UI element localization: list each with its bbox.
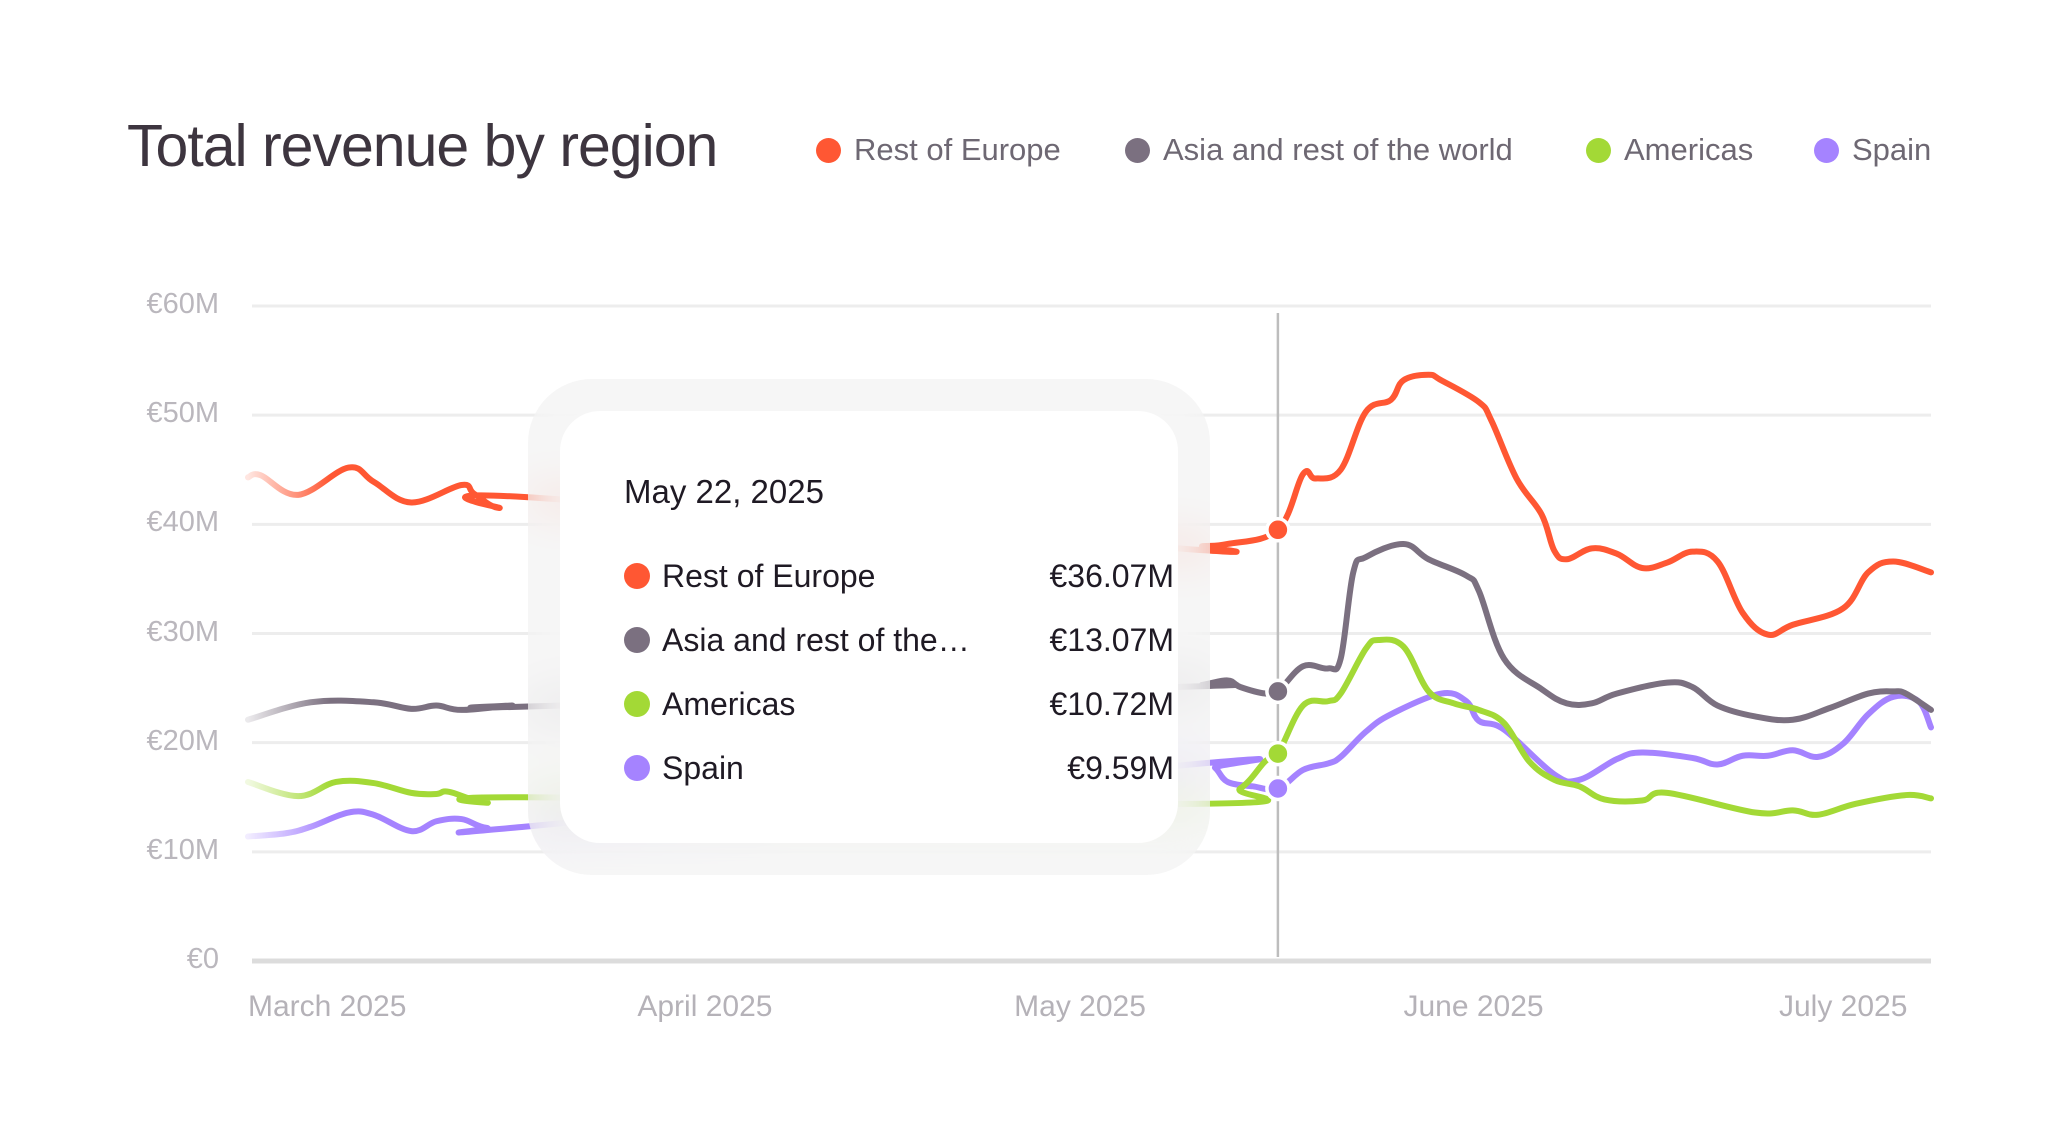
legend-dot-icon (1814, 137, 1839, 163)
chart-title: Total revenue by region (127, 113, 718, 179)
tooltip-row-spain: Spain €9.59M (624, 748, 1174, 788)
tooltip-row-asia: Asia and rest of the world €13.07M (624, 620, 1174, 660)
y-tick-label: €40M (146, 506, 219, 539)
series-line-rest-of-europe[interactable] (245, 371, 1934, 638)
y-tick-label: €30M (146, 615, 219, 648)
hover-point (1265, 740, 1291, 767)
hover-point (1265, 678, 1291, 705)
tooltip: May 22, 2025 Rest of Europe €36.07M Asia… (528, 379, 1210, 875)
tooltip-row-americas: Americas €10.72M (624, 684, 1174, 724)
legend-label: Spain (1852, 132, 1932, 167)
tooltip-row-value: €10.72M (1049, 685, 1174, 722)
legend-label: Rest of Europe (854, 132, 1061, 167)
legend-label: Americas (1624, 132, 1754, 167)
x-tick-label: June 2025 (1403, 990, 1544, 1023)
y-tick-label: €20M (146, 724, 219, 757)
tooltip-row-label: Spain (662, 749, 744, 786)
tooltip-row-label: Rest of Europe (662, 557, 876, 594)
tooltip-row-label: Asia and rest of the world (662, 621, 972, 658)
legend-label: Asia and rest of the world (1163, 132, 1513, 167)
legend-dot-icon (1125, 137, 1150, 163)
series-dot-icon (624, 563, 650, 589)
tooltip-row-label: Americas (662, 685, 796, 722)
hover-markers (1265, 517, 1291, 802)
y-tick-label: €50M (146, 397, 219, 430)
hover-point (1265, 775, 1291, 802)
series-lines (245, 371, 1934, 840)
legend-item-americas[interactable]: Americas (1586, 132, 1753, 168)
tooltip-row-value: €9.59M (1067, 749, 1174, 786)
x-tick-label: April 2025 (637, 990, 773, 1023)
y-tick-label: €60M (146, 288, 219, 320)
x-tick-label: May 2025 (1014, 990, 1146, 1023)
x-tick-label: March 2025 (248, 990, 407, 1023)
y-tick-label: €0 (186, 943, 219, 975)
tooltip-row-value: €36.07M (1049, 557, 1174, 594)
series-dot-icon (624, 691, 650, 717)
legend-item-spain[interactable]: Spain (1814, 132, 1931, 168)
tooltip-card: May 22, 2025 Rest of Europe €36.07M Asia… (560, 411, 1178, 843)
series-line-americas[interactable] (245, 636, 1934, 818)
x-tick-label: July 2025 (1779, 990, 1908, 1023)
legend-dot-icon (816, 137, 841, 163)
legend-item-rest-of-europe[interactable]: Rest of Europe (816, 132, 1061, 168)
legend-dot-icon (1586, 137, 1611, 163)
tooltip-date: May 22, 2025 (624, 473, 824, 510)
series-line-asia-and-rest-of-the-world[interactable] (245, 540, 1934, 724)
tooltip-row-value: €13.07M (1049, 621, 1174, 658)
series-line-spain[interactable] (245, 689, 1934, 840)
hover-point (1265, 517, 1291, 543)
legend-item-asia[interactable]: Asia and rest of the world (1125, 132, 1513, 168)
y-tick-label: €10M (146, 833, 219, 866)
series-dot-icon (624, 627, 650, 653)
tooltip-row-rest-of-europe: Rest of Europe €36.07M (624, 556, 1174, 596)
series-dot-icon (624, 755, 650, 781)
